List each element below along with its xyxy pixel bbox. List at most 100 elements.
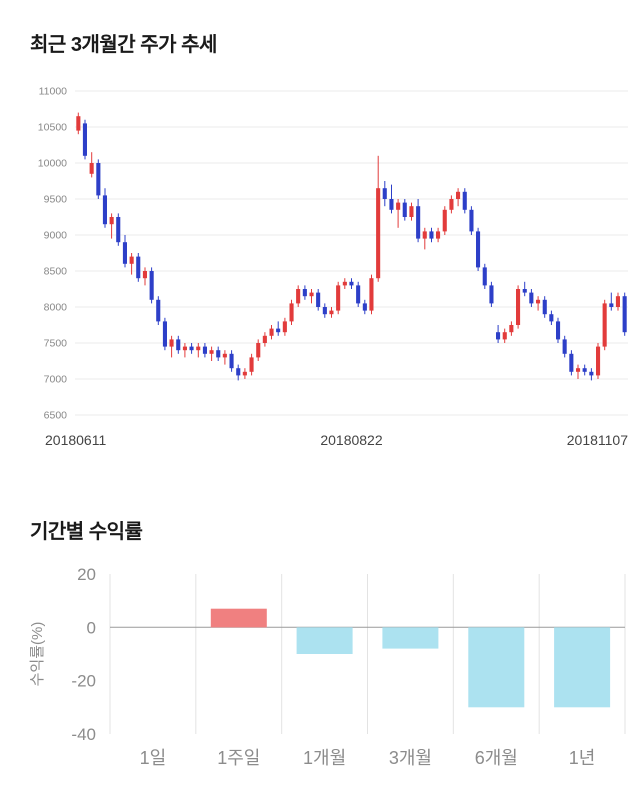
candle-body: [316, 292, 321, 307]
candle-body: [242, 371, 247, 376]
candle-body: [529, 292, 534, 304]
return-bar: [296, 627, 353, 654]
candle-body: [469, 209, 474, 232]
candle-body: [256, 343, 261, 358]
candle-body: [302, 289, 307, 297]
candle-body: [556, 321, 561, 340]
candle-body: [596, 346, 601, 376]
y-axis-label: 수익률(%): [29, 622, 46, 687]
returns-chart-section: 기간별 수익률 20 0 -20 -40 1일 1주일 1개월 3개월 6개월 1년 수익률(%): [0, 455, 640, 786]
y-tick-label: 9000: [44, 230, 68, 242]
y-tick-label: 11000: [39, 86, 68, 98]
y-tick-label: -40: [71, 725, 96, 744]
y-tick-label: 10000: [38, 158, 67, 170]
candle-body: [162, 321, 167, 347]
candle-body: [396, 202, 401, 210]
return-bar: [210, 608, 267, 628]
y-tick-label: 7500: [44, 338, 68, 350]
candle-body: [429, 231, 434, 239]
candle-body: [476, 231, 481, 268]
candle-body: [369, 278, 374, 311]
candle-body: [382, 188, 387, 199]
candle-body: [142, 271, 147, 279]
candle-body: [122, 242, 127, 264]
candle-body: [376, 188, 381, 279]
price-chart-title: 최근 3개월간 주가 추세: [30, 34, 217, 56]
candle-body: [436, 231, 441, 239]
candle-body: [569, 353, 574, 372]
candle-body: [216, 350, 221, 358]
candle-body: [169, 339, 174, 347]
y-tick-label: 8500: [44, 266, 68, 278]
candle-body: [349, 281, 354, 286]
candle-body: [442, 209, 447, 232]
candle-body: [602, 303, 607, 347]
x-tick-label: 3개월: [389, 748, 432, 768]
x-tick-label: 20181107: [567, 432, 628, 448]
candle-body: [322, 307, 327, 315]
returns-chart-title: 기간별 수익률: [30, 521, 143, 543]
y-tick-label: 10500: [38, 122, 67, 134]
candle-body: [196, 346, 201, 351]
candle-body: [356, 285, 361, 304]
return-bar: [468, 627, 525, 708]
candle-body: [549, 314, 554, 322]
candle-body: [236, 368, 241, 376]
candle-body: [622, 296, 627, 333]
candle-body: [129, 256, 134, 264]
candle-body: [209, 350, 214, 354]
candle-body: [589, 371, 594, 376]
candle-body: [336, 285, 341, 311]
candle-body: [362, 303, 367, 311]
candle-body: [149, 271, 154, 300]
y-tick-label: 8000: [44, 302, 68, 314]
candle-body: [522, 289, 527, 293]
candle-body: [249, 357, 254, 372]
candle-body: [615, 296, 620, 307]
candle-body: [89, 163, 94, 174]
candle-body: [509, 325, 514, 333]
candle-body: [82, 123, 87, 156]
x-tick-label: 20180611: [45, 432, 106, 448]
price-chart-section: 최근 3개월간 주가 추세 6500 7000 7500 8000 8500 9000 95…: [0, 34, 628, 455]
candle-body: [489, 285, 494, 304]
x-tick-label: 20180822: [320, 432, 383, 448]
returns-chart-area: 20 0 -20 -40 1일 1주일 1개월 3개월 6개월 1년 수익률(%): [0, 558, 628, 786]
y-tick-label: 20: [77, 565, 96, 584]
price-chart-area: 6500 7000 7500 8000 8500 9000 9500 10000 10500 11…: [0, 77, 628, 455]
candle-body: [502, 332, 507, 340]
candle-body: [422, 231, 427, 239]
x-tick-label: 1년: [569, 748, 596, 768]
y-tick-label: 9500: [44, 194, 68, 206]
candle-body: [582, 368, 587, 372]
candle-body: [416, 206, 421, 239]
candle-body: [202, 346, 207, 354]
candle-body: [276, 328, 281, 333]
y-tick-label: 7000: [44, 374, 68, 386]
return-bar: [554, 627, 611, 708]
candle-body: [482, 267, 487, 286]
candle-body: [609, 303, 614, 307]
candle-body: [222, 353, 227, 358]
candle-body: [329, 310, 334, 315]
candle-body: [189, 346, 194, 351]
candle-body: [516, 289, 521, 325]
candle-body: [116, 217, 121, 243]
candle-body: [262, 335, 267, 343]
candle-body: [389, 199, 394, 210]
candle-body: [562, 339, 567, 354]
candle-body: [289, 303, 294, 322]
candle-body: [402, 202, 407, 217]
candle-body: [229, 353, 234, 369]
candle-body: [409, 206, 414, 217]
return-bar: [382, 627, 439, 649]
candle-body: [136, 256, 141, 279]
candle-body: [496, 332, 501, 340]
candle-body: [449, 199, 454, 210]
candle-body: [282, 321, 287, 333]
x-tick-label: 1일: [140, 748, 167, 768]
candle-body: [536, 299, 541, 304]
candle-body: [102, 195, 107, 225]
candle-body: [296, 289, 301, 304]
candle-body: [76, 116, 81, 131]
